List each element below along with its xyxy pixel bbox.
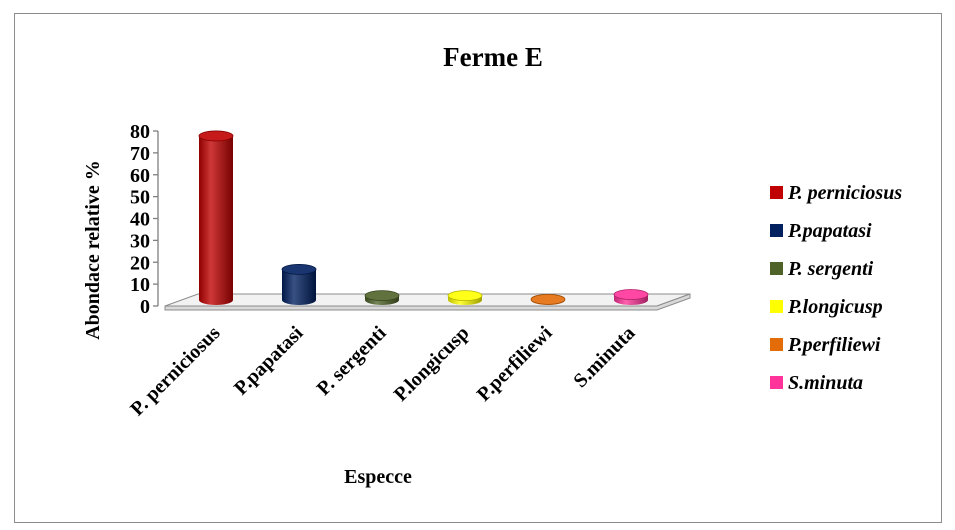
legend-label: S.minuta (788, 372, 863, 394)
chart-floor (164, 293, 691, 311)
bar-s-minuta (613, 289, 649, 305)
y-tick-label: 10 (130, 274, 150, 296)
y-tick-label: 70 (130, 143, 150, 165)
y-tick-label: 20 (130, 252, 150, 274)
legend-label: P. perniciosus (787, 182, 902, 204)
legend-entry: P.perfiliewi (770, 334, 881, 356)
bar-top (281, 263, 317, 275)
x-axis-label: Especce (344, 466, 412, 488)
bar-p-perniciosus (198, 130, 234, 305)
legend-label: P. sergenti (787, 258, 874, 280)
bars (198, 130, 649, 305)
bar-top (198, 130, 234, 142)
legend: P. perniciosus P.papatasi P. sergenti P.lon… (770, 182, 902, 394)
y-axis-label: Abondace relative % (82, 160, 104, 340)
bar-p-sergenti (364, 290, 400, 305)
legend-swatch (770, 338, 783, 351)
bar-body (282, 269, 316, 305)
x-tick-label: P.perfiliewi (473, 322, 557, 406)
legend-swatch (770, 262, 783, 275)
bar-top (447, 290, 483, 302)
legend-entry: P.papatasi (770, 220, 872, 242)
x-tick-label: S.minuta (569, 322, 639, 392)
x-tick-labels: P. perniciosus P.papatasi P. sergenti P.lon… (126, 322, 639, 421)
legend-label: P.papatasi (787, 220, 872, 242)
bar-p-perfiliewi (530, 293, 566, 305)
bar-p-papatasi (281, 263, 317, 305)
x-tick-label: P.longicusp (390, 322, 474, 406)
chart-title: Ferme E (443, 42, 543, 72)
legend-swatch (770, 186, 783, 199)
y-tick-label: 80 (130, 121, 150, 143)
bar-body (199, 135, 233, 305)
chart-frame: Ferme E 0 10 20 30 40 50 60 70 80 P. perniciosus… (14, 13, 942, 523)
legend-entry: P. sergenti (770, 258, 874, 280)
legend-entry: P. perniciosus (770, 182, 902, 204)
bar-top (364, 290, 400, 302)
x-tick-label: P.papatasi (230, 322, 308, 400)
legend-label: P.longicusp (787, 296, 883, 318)
floor-plane (164, 293, 691, 307)
y-tick-label: 0 (140, 296, 150, 318)
legend-label: P.perfiliewi (787, 334, 881, 356)
legend-entry: S.minuta (770, 372, 863, 394)
x-tick-label: P. perniciosus (126, 322, 224, 420)
y-tick-label: 30 (130, 230, 150, 252)
bar-p-longicusp (447, 290, 483, 305)
y-tick-label: 40 (130, 209, 150, 231)
bar-top (530, 293, 566, 305)
legend-swatch (770, 300, 783, 313)
legend-swatch (770, 376, 783, 389)
legend-entry: P.longicusp (770, 296, 883, 318)
y-tick-label: 60 (130, 165, 150, 187)
legend-swatch (770, 224, 783, 237)
bar-top (613, 289, 649, 300)
x-tick-label: P. sergenti (313, 322, 391, 400)
y-tick-label: 50 (130, 187, 150, 209)
floor-edge (164, 293, 691, 311)
